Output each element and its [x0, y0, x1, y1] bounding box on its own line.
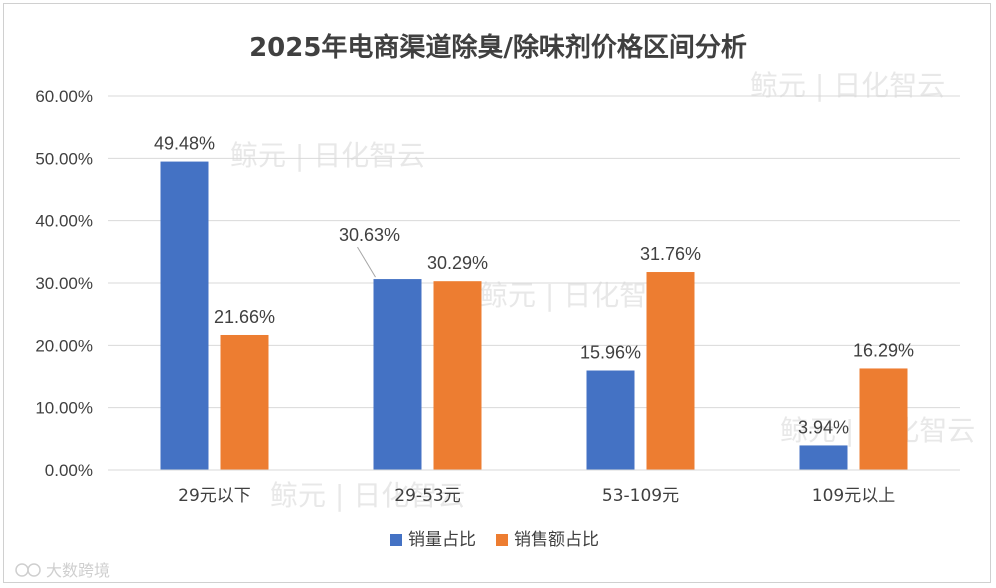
chart-title: 2025年电商渠道除臭/除味剂价格区间分析 [249, 32, 747, 63]
y-tick-label: 40.00% [35, 212, 93, 231]
legend-swatch [390, 534, 402, 546]
y-tick-label: 10.00% [35, 399, 93, 418]
y-axis: 0.00% 10.00% 20.00% 30.00% 40.00% 50.00% 60.00… [35, 87, 93, 480]
y-tick-label: 60.00% [35, 87, 93, 106]
x-tick-label: 109元以上 [812, 486, 895, 506]
y-tick-label: 20.00% [35, 336, 93, 355]
data-labels: 49.48% 21.66% 30.63% 30.29% 15.96% 31.76% 3.94… [154, 134, 914, 438]
logo-icon [27, 563, 41, 577]
data-label: 21.66% [214, 307, 275, 327]
data-label: 16.29% [853, 340, 914, 360]
bar [859, 368, 908, 470]
bar [586, 370, 635, 470]
bars [160, 161, 908, 471]
bar [220, 334, 269, 470]
data-label: 30.29% [427, 253, 488, 273]
bar [160, 161, 209, 471]
bar [433, 281, 482, 470]
x-axis: 29元以下 29-53元 53-109元 109元以上 [108, 469, 960, 506]
x-tick-label: 53-109元 [602, 486, 679, 506]
watermark-text: 鲸元 | 日化智云 [270, 479, 465, 512]
y-tick-label: 0.00% [45, 461, 93, 480]
watermark-text: 鲸元 | 日化智云 [480, 279, 675, 312]
x-tick-label: 29-53元 [394, 486, 460, 506]
bar [646, 272, 695, 470]
y-tick-label: 50.00% [35, 149, 93, 168]
bar [373, 279, 422, 470]
footer-watermark: 大数跨境 [46, 561, 110, 580]
bar [799, 445, 848, 470]
data-label: 49.48% [154, 134, 215, 154]
watermark-text: 鲸元 | 日化智云 [750, 69, 945, 102]
data-label: 31.76% [640, 244, 701, 264]
data-label: 3.94% [798, 417, 849, 437]
legend-label: 销售额占比 [514, 530, 599, 550]
legend-swatch [496, 534, 508, 546]
footer-logo: 大数跨境 [15, 561, 110, 580]
logo-icon [15, 563, 29, 577]
legend: 销量占比 销售额占比 [390, 530, 599, 550]
watermark-text: 鲸元 | 日化智云 [230, 139, 425, 172]
x-tick-label: 29元以下 [178, 486, 251, 506]
leader-line [357, 246, 376, 278]
y-tick-label: 30.00% [35, 274, 93, 293]
data-label: 30.63% [339, 225, 400, 245]
legend-label: 销量占比 [408, 530, 476, 550]
data-label: 15.96% [580, 343, 641, 363]
